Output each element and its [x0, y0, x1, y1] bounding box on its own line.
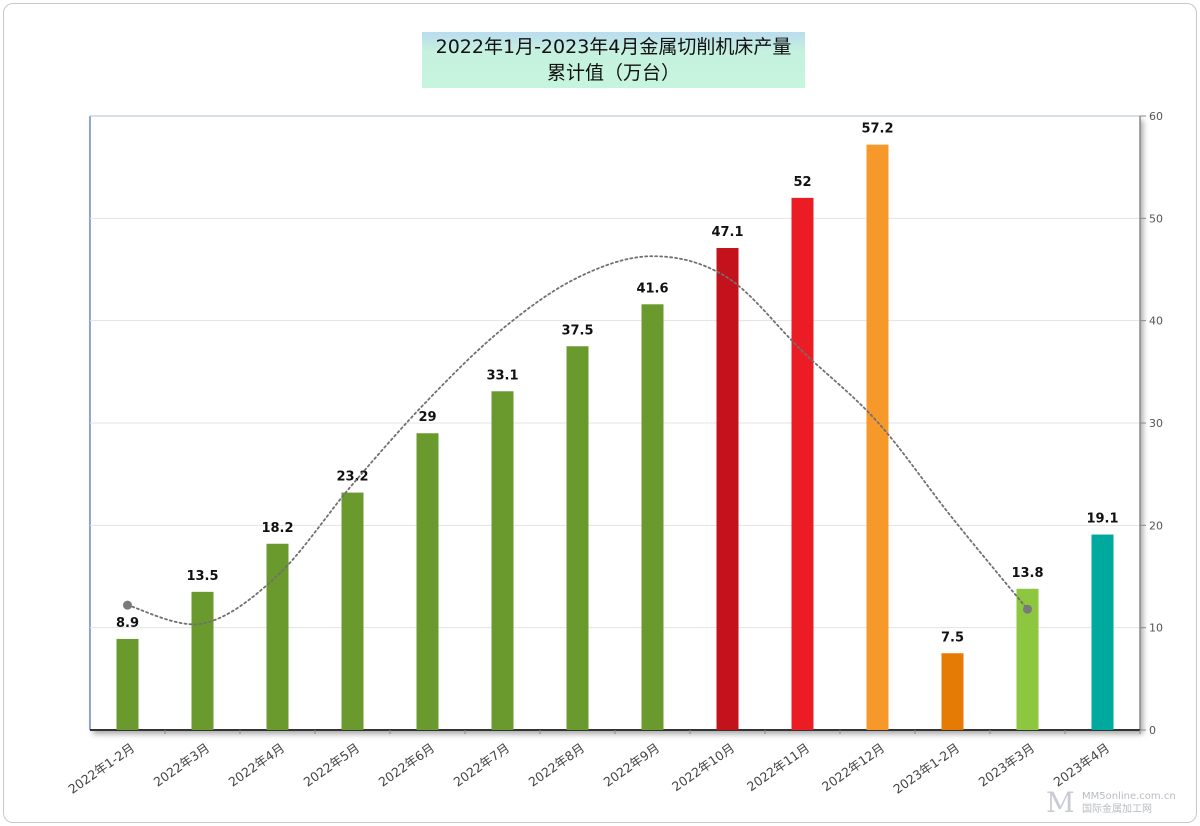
x-tick-label: 2022年6月	[376, 740, 438, 789]
data-label: 29	[418, 410, 436, 425]
x-tick-label: 2022年8月	[526, 740, 588, 789]
bar	[791, 197, 814, 730]
x-tick-label: 2022年7月	[451, 740, 513, 789]
y-tick-label: 10	[1149, 622, 1163, 635]
trendline-start-marker	[123, 600, 132, 610]
x-tick-label: 2022年12月	[819, 740, 887, 794]
x-tick-label: 2022年1-2月	[65, 740, 137, 797]
bar	[266, 543, 289, 730]
watermark-logo-icon: M	[1046, 786, 1075, 819]
data-label: 13.8	[1011, 566, 1043, 581]
data-label: 33.1	[486, 368, 518, 383]
y-tick-label: 40	[1149, 315, 1163, 328]
bar	[416, 433, 439, 730]
data-label: 18.2	[261, 521, 293, 536]
trendline-end-marker	[1023, 604, 1032, 614]
bar	[491, 391, 514, 730]
trendline	[126, 255, 1029, 626]
watermark-site: MM5online.com.cn	[1082, 791, 1176, 802]
data-label: 37.5	[561, 323, 593, 338]
data-label: 8.9	[116, 616, 139, 631]
bar	[641, 304, 664, 730]
bar	[941, 653, 964, 730]
bar	[716, 248, 739, 730]
chart-title: 2022年1月-2023年4月金属切削机床产量	[435, 36, 792, 58]
watermark: M MM5online.com.cn 国际金属加工网	[1046, 788, 1176, 818]
y-tick-label: 20	[1149, 519, 1163, 532]
data-label: 7.5	[941, 630, 964, 645]
bar	[1091, 534, 1114, 730]
data-label: 57.2	[861, 122, 893, 137]
chart-subtitle: 累计值（万台）	[546, 62, 680, 84]
data-label: 47.1	[711, 225, 743, 240]
chart-title-box: 2022年1月-2023年4月金属切削机床产量 累计值（万台）	[422, 32, 805, 88]
bar	[566, 346, 589, 730]
y-tick-label: 60	[1149, 110, 1163, 123]
bar	[116, 638, 139, 730]
bar	[1016, 588, 1039, 730]
x-tick-label: 2022年9月	[601, 740, 663, 789]
data-label: 41.6	[636, 281, 668, 296]
x-tick-label: 2023年4月	[1051, 740, 1113, 789]
y-tick-label: 50	[1149, 212, 1163, 225]
bar	[866, 144, 889, 731]
y-tick-label: 0	[1149, 724, 1156, 737]
x-tick-label: 2022年10月	[669, 740, 737, 794]
x-tick-label: 2022年3月	[151, 740, 213, 789]
bar	[341, 492, 364, 730]
bar	[191, 591, 214, 730]
data-label: 23.2	[336, 470, 368, 485]
data-label: 13.5	[186, 569, 218, 584]
x-tick-label: 2023年3月	[976, 740, 1038, 789]
data-label: 19.1	[1086, 512, 1118, 527]
x-tick-label: 2022年11月	[744, 740, 812, 794]
y-tick-label: 30	[1149, 417, 1163, 430]
data-label: 52	[793, 175, 811, 190]
x-tick-label: 2022年5月	[301, 740, 363, 789]
x-tick-label: 2023年1-2月	[890, 740, 962, 797]
x-tick-label: 2022年4月	[226, 740, 288, 789]
watermark-name: 国际金属加工网	[1082, 804, 1152, 815]
